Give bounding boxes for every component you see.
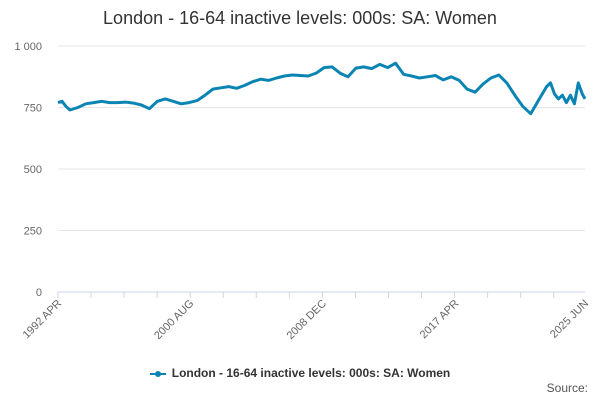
x-tick-label: 2000 AUG bbox=[152, 298, 196, 342]
x-axis: 1992 APR 2000 AUG 2008 DEC 2017 APR 2025 JUN bbox=[21, 291, 591, 342]
x-tick-label: 2017 APR bbox=[418, 298, 462, 342]
legend[interactable]: London - 16-64 inactive levels: 000s: SA… bbox=[0, 366, 600, 380]
x-tick-label: 2008 DEC bbox=[285, 298, 329, 342]
y-tick-label: 0 bbox=[36, 287, 42, 299]
y-tick-label: 1 000 bbox=[14, 41, 42, 53]
y-tick-label: 500 bbox=[24, 164, 42, 176]
source-label: Source: bbox=[546, 381, 588, 395]
series-line[interactable] bbox=[57, 61, 587, 116]
x-tick-label: 1992 APR bbox=[21, 298, 65, 342]
legend-swatch-icon bbox=[149, 370, 166, 377]
chart-title: London - 16-64 inactive levels: 000s: SA… bbox=[103, 8, 497, 28]
x-tick-label: 2025 JUN bbox=[548, 298, 591, 341]
gridlines bbox=[58, 45, 585, 231]
y-tick-label: 250 bbox=[24, 226, 42, 238]
series-layer[interactable] bbox=[57, 61, 587, 116]
y-axis-ticks: 0 250 500 750 1 000 bbox=[14, 41, 42, 299]
legend-label: London - 16-64 inactive levels: 000s: SA… bbox=[171, 366, 451, 380]
y-tick-label: 750 bbox=[24, 103, 42, 115]
